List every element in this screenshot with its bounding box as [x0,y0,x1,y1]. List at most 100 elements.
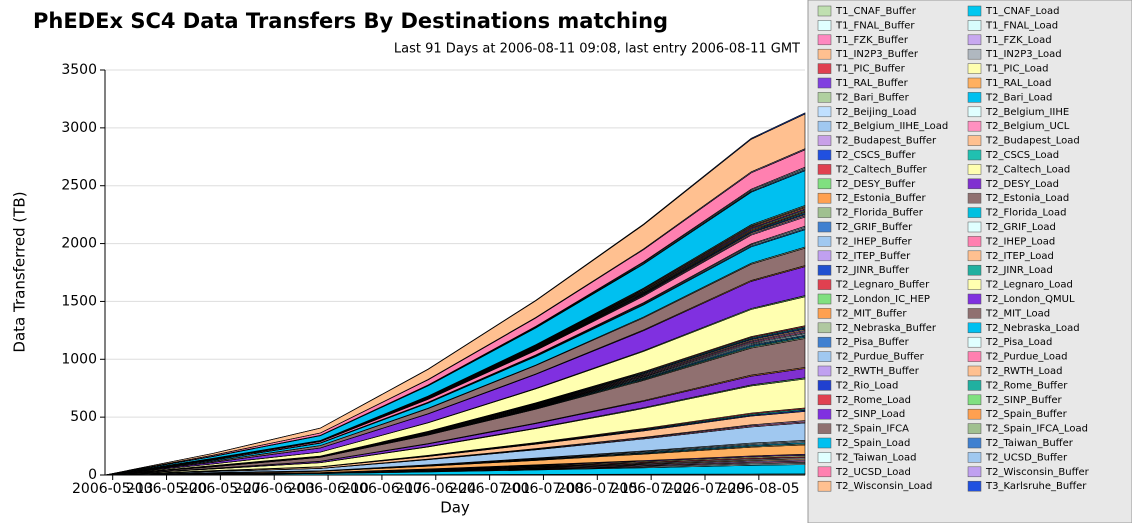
legend-swatch [967,192,982,204]
legend-label: T1_PIC_Buffer [835,64,906,75]
legend-label: T2_Budapest_Buffer [835,136,937,147]
legend-swatch [817,221,832,233]
legend-label: T2_Taiwan_Load [835,452,916,463]
legend-label: T2_IHEP_Load [985,236,1055,247]
legend-swatch [817,135,832,146]
x-tick-label: 2006-07-29 [664,481,745,497]
legend-label: T2_DESY_Buffer [835,179,916,190]
legend-swatch [967,106,982,118]
legend: T1_CNAF_Buffer T1_CNAF_Load T1_FNAL_Buffer… [817,5,1090,492]
legend-swatch [817,48,832,60]
legend-swatch [817,466,832,478]
legend-label: T2_Beijing_Load [835,107,917,118]
legend-label: T2_Pisa_Buffer [835,337,910,348]
legend-label: T2_Pisa_Load [985,337,1052,348]
legend-swatch [967,365,982,377]
legend-label: T2_CSCS_Buffer [835,150,916,161]
x-tick-label: 2006-06-10 [287,481,368,497]
y-tick-label: 2500 [61,178,97,194]
legend-swatch [967,178,982,190]
x-tick-label: 2006-07-08 [503,481,584,497]
legend-swatch [967,380,982,391]
legend-swatch [817,308,832,319]
legend-label: T2_Caltech_Buffer [835,164,928,175]
legend-swatch [817,164,832,175]
legend-swatch [817,63,832,74]
legend-label: T1_FZK_Load [985,35,1052,46]
legend-label: T2_Spain_IFCA_Load [985,424,1088,435]
legend-label: T2_Bari_Load [985,92,1052,103]
legend-swatch [967,135,982,146]
legend-swatch [967,92,982,103]
legend-swatch [817,264,832,276]
legend-label: T2_London_IC_HEP [835,294,930,305]
chart-title: PhEDEx SC4 Data Transfers By Destination… [33,9,668,33]
legend-swatch [967,394,982,406]
legend-swatch [817,178,832,190]
legend-swatch [967,279,982,290]
legend-swatch [817,250,832,262]
legend-label: T2_JINR_Load [985,265,1053,276]
legend-swatch [967,77,982,89]
legend-swatch [967,250,982,262]
legend-swatch [817,20,832,31]
legend-label: T2_Budapest_Load [985,136,1080,147]
legend-swatch [967,164,982,175]
legend-label: T2_Legnaro_Load [985,280,1073,291]
legend-label: T2_Spain_IFCA [835,424,909,435]
legend-swatch [967,207,982,218]
legend-swatch [967,236,982,247]
legend-swatch [817,336,832,348]
x-tick-label: 2006-06-24 [395,481,476,497]
legend-swatch [817,437,832,449]
x-tick-label: 2006-06-03 [234,481,315,497]
legend-label: T2_Taiwan_Buffer [985,438,1074,449]
legend-swatch [817,192,832,204]
legend-label: T2_Purdue_Buffer [835,352,925,363]
legend-label: T2_CSCS_Load [985,150,1059,161]
legend-label: T2_Florida_Buffer [835,208,924,219]
legend-label: T2_Belgium_IIHE_Load [835,121,948,132]
legend-swatch [967,480,982,492]
legend-label: T1_FNAL_Load [985,20,1058,31]
legend-label: T2_JINR_Buffer [835,265,910,276]
legend-swatch [967,5,982,17]
legend-label: T2_RWTH_Buffer [835,366,920,377]
legend-label: T2_UCSD_Load [835,467,911,478]
legend-swatch [967,351,982,362]
legend-label: T1_RAL_Buffer [835,78,909,89]
legend-swatch [817,423,832,434]
legend-swatch [967,408,982,420]
legend-swatch [967,293,982,305]
legend-swatch [967,20,982,31]
legend-label: T1_PIC_Load [985,64,1048,75]
legend-label: T2_London_QMUL [985,294,1075,305]
legend-label: T2_Estonia_Buffer [835,193,927,204]
legend-swatch [817,5,832,17]
legend-swatch [967,48,982,60]
x-axis-label: Day [440,499,470,517]
x-tick-label: 2006-05-20 [126,481,207,497]
legend-swatch [967,437,982,449]
legend-label: T2_RWTH_Load [985,366,1063,377]
legend-swatch [817,365,832,377]
legend-label: T2_GRIF_Load [985,222,1056,233]
legend-label: T2_Wisconsin_Buffer [985,467,1090,478]
legend-label: T2_Rio_Load [835,380,898,391]
legend-label: T2_Purdue_Load [985,352,1067,363]
legend-swatch [967,34,982,46]
y-tick-label: 500 [70,409,97,425]
y-axis-label: Data Transferred (TB) [11,191,29,352]
y-tick-label: 1500 [61,293,97,309]
x-tick-label: 2006-06-17 [341,481,422,497]
y-tick-label: 2000 [61,236,97,252]
legend-label: T2_MIT_Load [985,308,1050,319]
legend-label: T1_IN2P3_Buffer [835,49,919,60]
legend-swatch [967,120,982,132]
legend-swatch [817,293,832,305]
legend-swatch [967,149,982,161]
legend-label: T2_Belgium_UCL [985,121,1070,132]
legend-label: T1_CNAF_Load [985,6,1060,17]
legend-label: T1_RAL_Load [985,78,1051,89]
